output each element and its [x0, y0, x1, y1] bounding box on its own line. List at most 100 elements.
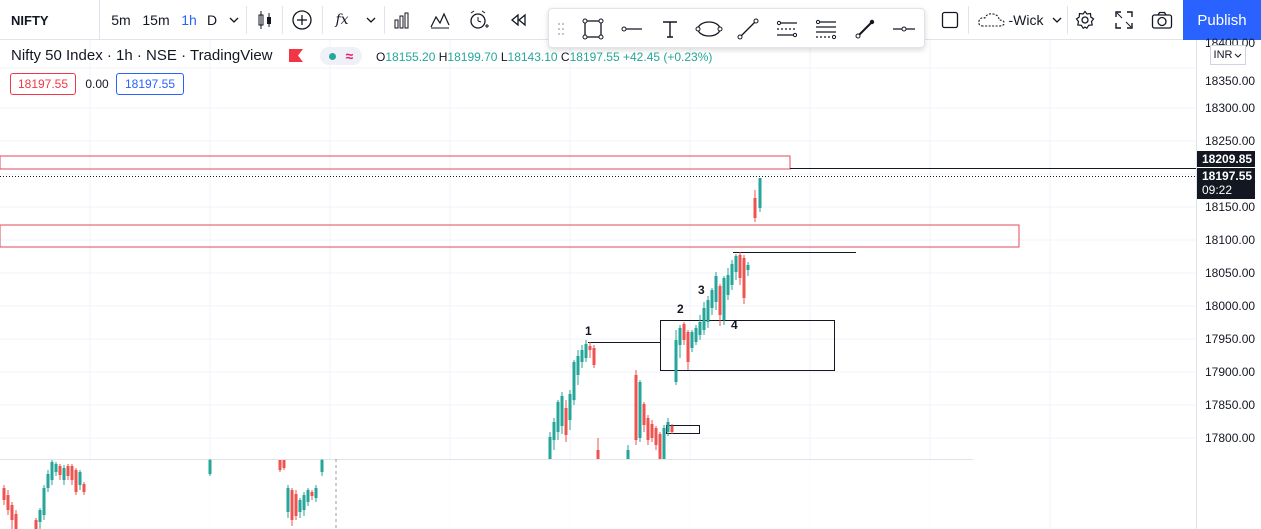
candle-body [70, 466, 74, 480]
change-value: +42.45 (+0.23%) [623, 50, 713, 64]
interval-d[interactable]: D [204, 0, 220, 40]
candle-body [662, 428, 666, 460]
horizontal-ray-tool[interactable] [613, 9, 649, 49]
rectangle-icon [582, 18, 604, 40]
ellipse-tool[interactable] [691, 9, 727, 49]
candle-body [674, 340, 678, 382]
fib-retracement-tool[interactable] [808, 9, 844, 49]
candle-body [572, 362, 576, 400]
open-value: 18155.20 [385, 50, 436, 64]
status-dot-icon [328, 52, 336, 60]
candle-body [66, 466, 70, 476]
ohlc-values: O18155.20 H18199.70 L18143.10 C18197.55 … [376, 50, 712, 64]
text-tool[interactable] [652, 9, 688, 49]
parallel-channel-icon [776, 20, 798, 38]
replay-button[interactable] [505, 0, 531, 40]
templates-icon [430, 12, 450, 29]
candle-body [82, 484, 86, 492]
chart-canvas[interactable] [0, 40, 1196, 529]
candle-body [710, 290, 714, 308]
market-closed-icon [289, 49, 303, 62]
templates-button[interactable] [426, 0, 454, 40]
fib-retracement-icon [815, 19, 837, 40]
interval-1h-label: 1h [181, 12, 197, 28]
sell-button[interactable]: 18197.55 [10, 73, 76, 95]
candle-body [282, 460, 286, 468]
candle-body [278, 460, 282, 470]
drag-handle[interactable] [549, 9, 573, 49]
buy-button[interactable]: 18197.55 [116, 73, 184, 95]
currency-selector[interactable]: INR [1210, 45, 1246, 65]
trend-line-tool[interactable] [730, 9, 766, 49]
layout-button[interactable] [937, 0, 963, 40]
intervals-dropdown[interactable] [225, 0, 243, 40]
interval-15m-label: 15m [142, 12, 170, 28]
candle-body [78, 472, 82, 485]
text-icon [663, 21, 677, 38]
financials-button[interactable] [390, 0, 414, 40]
interval-5m[interactable]: 5m [108, 0, 134, 40]
candle-body [634, 375, 638, 440]
upper-zone-rectangle[interactable] [0, 155, 791, 170]
price-tick: 17950.00 [1205, 332, 1256, 346]
drag-handle-icon [558, 23, 564, 35]
interval-5m-label: 5m [111, 12, 131, 28]
indicators-dropdown[interactable] [362, 0, 380, 40]
chevron-down-icon [1235, 53, 1242, 58]
candle-body [50, 462, 54, 480]
fullscreen-button[interactable] [1110, 0, 1138, 40]
candle-body [626, 450, 630, 460]
wave-label-1[interactable]: 1 [585, 324, 592, 338]
publish-button[interactable]: Publish [1183, 0, 1261, 40]
plus-circle-icon [292, 10, 312, 30]
wave-label-3[interactable]: 3 [698, 283, 705, 297]
price-tick: 18100.00 [1205, 233, 1256, 247]
price-axis[interactable] [1196, 40, 1261, 529]
chevron-down-icon [229, 17, 239, 23]
layout-name-button[interactable]: -Wick [973, 0, 1065, 40]
candle-body [646, 418, 650, 440]
candle-body [42, 488, 46, 515]
symbol-search-button[interactable]: NIFTY [0, 0, 100, 40]
rewind-icon [510, 13, 526, 27]
candles-icon [258, 11, 271, 29]
candle-body [592, 348, 596, 365]
indicators-button[interactable]: fx [330, 0, 354, 40]
settings-button[interactable] [1071, 0, 1099, 40]
consolidation-box[interactable] [660, 320, 835, 371]
symbol-name: NIFTY [11, 12, 49, 28]
interval-1h[interactable]: 1h [178, 0, 200, 40]
price-tick: 17900.00 [1205, 365, 1256, 379]
chart-type-button[interactable] [252, 0, 278, 40]
candle-body [302, 495, 306, 510]
horizontal-line-tool[interactable] [886, 9, 922, 49]
interval-15m[interactable]: 15m [140, 0, 172, 40]
compare-button[interactable] [288, 0, 316, 40]
price-tick: 18250.00 [1205, 134, 1256, 148]
price-tick: 18300.00 [1205, 101, 1256, 115]
candle-body [294, 494, 298, 516]
square-icon [941, 11, 959, 29]
series-title[interactable]: Nifty 50 Index · 1h · NSE · TradingView [11, 47, 273, 64]
candle-body [38, 510, 42, 522]
horizontal-line-icon [893, 26, 915, 32]
brush-tool[interactable] [847, 9, 883, 49]
lower-zone-rectangle[interactable] [0, 224, 1020, 248]
candle-body [722, 278, 726, 320]
alert-button[interactable] [465, 0, 493, 40]
wave-label-2[interactable]: 2 [677, 302, 684, 316]
candle-body [74, 470, 78, 492]
data-status-badge[interactable]: ≈ [320, 47, 362, 65]
candle-body [714, 276, 718, 302]
snapshot-button[interactable] [1148, 0, 1176, 40]
rectangle-tool[interactable] [575, 9, 611, 49]
candle-body [580, 350, 584, 362]
price-tick: 17850.00 [1205, 398, 1256, 412]
line-price-tag: 18209.85 [1197, 151, 1255, 167]
parallel-channel-tool[interactable] [769, 9, 805, 49]
bar-countdown: 09:22 [1202, 183, 1233, 197]
candle-body [596, 450, 600, 460]
brush-icon [855, 19, 875, 39]
candle-body [584, 344, 588, 358]
wave-label-4[interactable]: 4 [731, 318, 738, 332]
